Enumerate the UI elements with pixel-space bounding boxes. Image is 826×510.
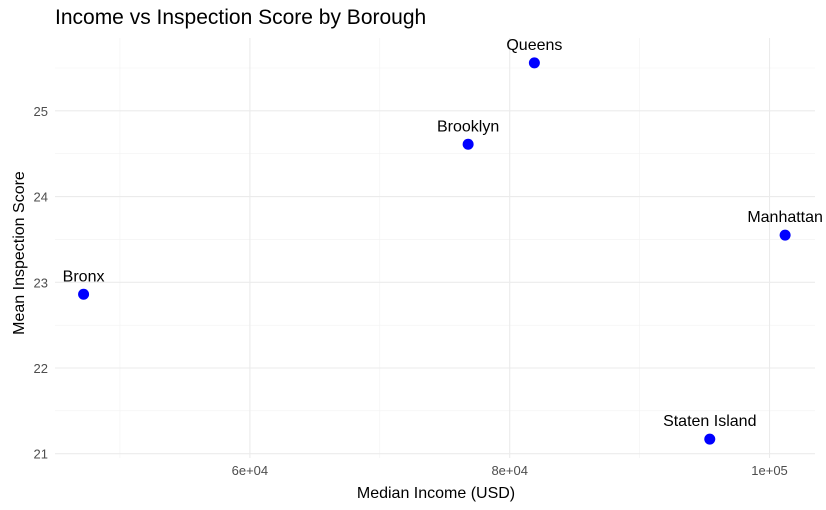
- point-label: Queens: [506, 37, 562, 54]
- y-tick-label: 21: [34, 447, 48, 462]
- y-tick-label: 25: [34, 104, 48, 119]
- y-tick-label: 22: [34, 361, 48, 376]
- x-tick-label: 1e+05: [751, 463, 788, 478]
- data-point: [78, 288, 90, 300]
- data-points: [78, 57, 791, 445]
- x-tick-label: 8e+04: [491, 463, 528, 478]
- point-label: Bronx: [63, 268, 105, 285]
- point-labels: Bronx Brooklyn Queens Manhattan Staten Islan…: [63, 37, 823, 430]
- y-tick-labels: 21 22 23 24 25: [34, 104, 48, 462]
- data-point: [704, 433, 716, 445]
- y-tick-label: 24: [34, 190, 48, 205]
- data-point: [528, 57, 540, 69]
- minor-gridlines: [55, 38, 815, 458]
- point-label: Brooklyn: [437, 118, 499, 135]
- y-axis-title: Mean Inspection Score: [11, 171, 28, 335]
- data-point: [462, 138, 474, 150]
- point-label: Staten Island: [663, 413, 756, 430]
- chart-title: Income vs Inspection Score by Borough: [55, 6, 427, 29]
- data-point: [779, 229, 791, 241]
- y-tick-label: 23: [34, 275, 48, 290]
- major-gridlines: [55, 38, 815, 458]
- x-tick-label: 6e+04: [232, 463, 269, 478]
- x-axis-title: Median Income (USD): [357, 485, 515, 502]
- point-label: Manhattan: [747, 209, 823, 226]
- x-tick-labels: 6e+04 8e+04 1e+05: [232, 463, 788, 478]
